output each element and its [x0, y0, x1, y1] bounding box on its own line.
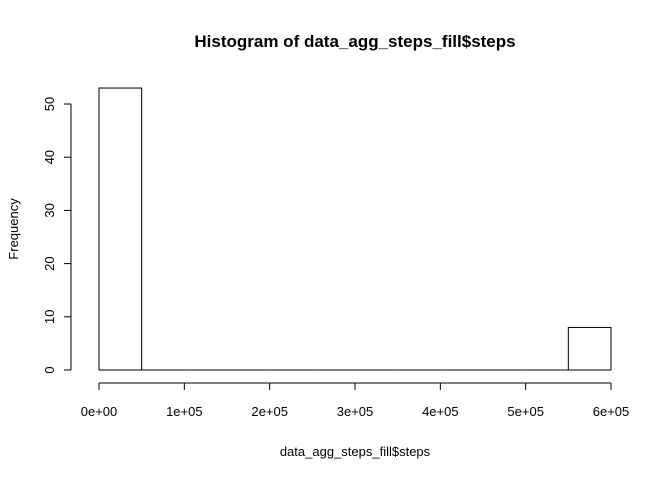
x-tick-label: 4e+05	[422, 404, 459, 419]
y-axis: 0 10 20 30 40 50	[42, 97, 72, 374]
x-tick-label: 5e+05	[507, 404, 544, 419]
y-tick-label: 0	[42, 366, 57, 373]
y-tick-label: 40	[42, 150, 57, 164]
y-tick-label: 10	[42, 310, 57, 324]
x-tick-label: 3e+05	[337, 404, 374, 419]
y-axis-label: Frequency	[6, 198, 21, 260]
histogram-bar-11	[567, 326, 612, 371]
x-axis-label: data_agg_steps_fill$steps	[280, 444, 431, 459]
histogram-bar-0	[98, 87, 143, 371]
x-tick-label: 1e+05	[166, 404, 203, 419]
y-tick-label: 30	[42, 203, 57, 217]
y-tick-label: 50	[42, 97, 57, 111]
y-tick-label: 20	[42, 256, 57, 270]
chart-title: Histogram of data_agg_steps_fill$steps	[194, 32, 515, 51]
bars-group	[98, 87, 612, 371]
x-tick-label: 0e+00	[81, 404, 118, 419]
x-axis: 0e+00 1e+05 2e+05 3e+05 4e+05 5e+05 6e+05	[81, 382, 630, 419]
x-tick-label: 2e+05	[251, 404, 288, 419]
x-tick-label: 6e+05	[593, 404, 630, 419]
